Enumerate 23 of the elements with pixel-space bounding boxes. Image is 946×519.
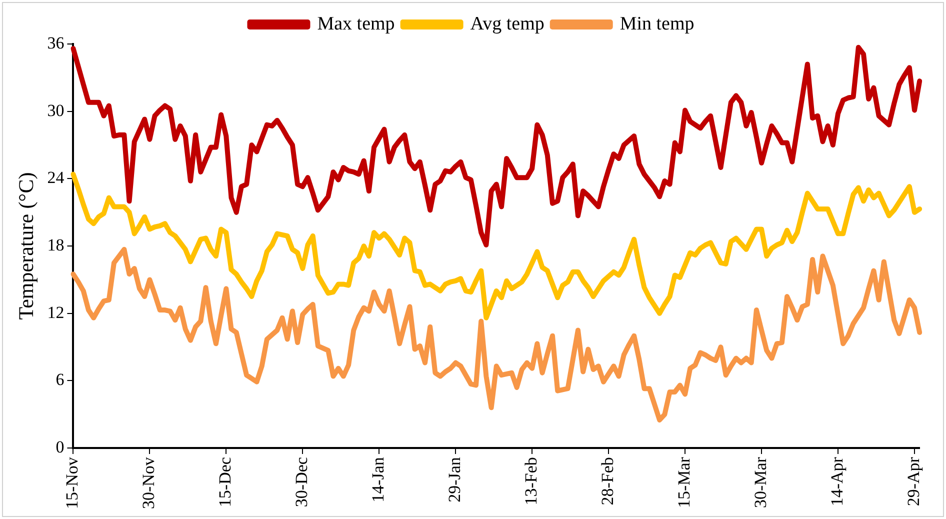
- x-tick-label: 15-Mar: [674, 456, 694, 508]
- y-tick-label: 30: [47, 100, 64, 120]
- y-tick-label: 12: [47, 302, 64, 322]
- x-tick-label: 29-Jan: [445, 456, 464, 502]
- x-tick-label: 30-Mar: [751, 456, 770, 508]
- x-tick-label: 13-Feb: [522, 457, 541, 506]
- y-tick-label: 0: [56, 438, 64, 457]
- x-tick-label: 15-Dec: [216, 456, 235, 508]
- y-tick-label: 36: [47, 33, 64, 52]
- x-tick-label: 15-Nov: [62, 456, 82, 510]
- y-tick-label: 6: [56, 370, 64, 390]
- legend-label: Avg temp: [470, 13, 544, 34]
- x-tick-label: 14-Jan: [368, 456, 388, 502]
- x-tick-label: 28-Feb: [598, 457, 618, 506]
- x-tick-label: 14-Apr: [827, 456, 846, 506]
- y-tick-label: 24: [47, 168, 65, 188]
- x-tick-label: 30-Dec: [292, 456, 312, 508]
- legend-label: Min temp: [620, 13, 694, 34]
- x-tick-label: 29-Apr: [904, 456, 923, 506]
- y-tick-label: 18: [47, 236, 64, 254]
- legend-label: Max temp: [317, 13, 395, 34]
- y-axis-title: Temperature (°C): [14, 172, 38, 320]
- x-tick-label: 30-Nov: [139, 456, 158, 510]
